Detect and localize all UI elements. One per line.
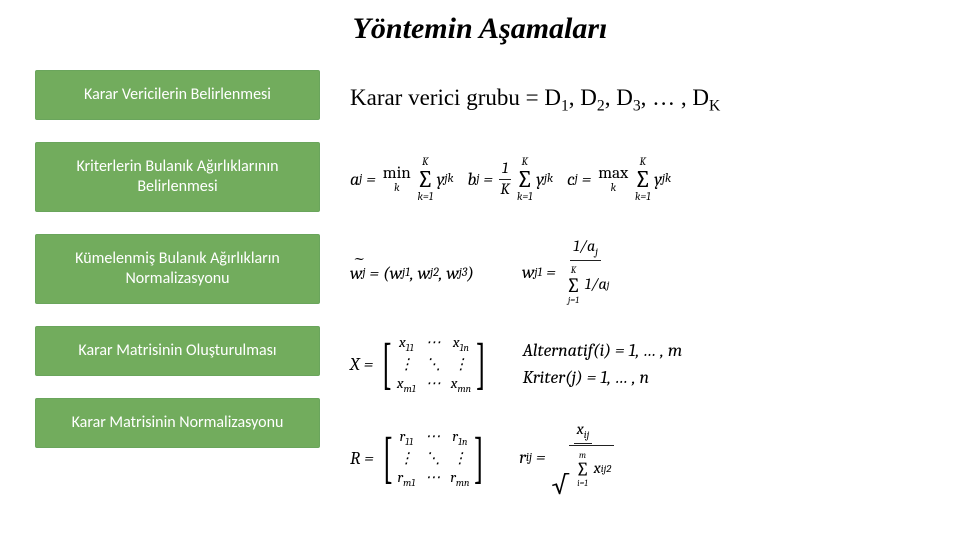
step-decision-matrix: Karar Matrisinin Oluşturulması xyxy=(35,326,320,376)
formulas-column: Karar verici grubu = D1, D2, D3, … , DK … xyxy=(320,70,950,506)
formula-decision-group: Karar verici grubu = D1, D2, D3, … , DK xyxy=(350,70,950,130)
dgroup-sub3: 3 xyxy=(633,97,641,114)
content-area: Karar Vericilerin Belirlenmesi Kriterler… xyxy=(0,70,960,506)
step-decision-makers: Karar Vericilerin Belirlenmesi xyxy=(35,70,320,120)
eq-X: X = [ x11⋯x1n ⋮⋱⋮ xm1⋯xmn ] xyxy=(350,333,491,395)
step-label: Karar Vericilerin Belirlenmesi xyxy=(84,85,271,104)
dgroup-ellipsis: … xyxy=(652,85,675,110)
eq-R: R = [ r11⋯r1n ⋮⋱⋮ rm1⋯rmn ] xyxy=(350,427,489,489)
eq-wtilde: wj = (wj1, wj2, wj3) xyxy=(350,263,474,284)
dgroup-sub1: 1 xyxy=(561,97,569,114)
step-label: Kriterlerin Bulanık Ağırlıklarının Belir… xyxy=(76,157,278,196)
formula-decision-matrix: X = [ x11⋯x1n ⋮⋱⋮ xm1⋯xmn ] Alternatif(i… xyxy=(350,318,950,410)
eq-aj: aj = mink K∑k=1 yjk xyxy=(350,156,454,202)
alt-label: Alternatif(i) = 1, … , m xyxy=(523,340,683,361)
step-label: Karar Matrisinin Oluşturulması xyxy=(78,341,276,360)
crit-label: Kriter(j) = 1, … , n xyxy=(523,367,649,388)
step-label: Karar Matrisinin Normalizasyonu xyxy=(72,413,284,432)
formula-normalization: R = [ r11⋯r1n ⋮⋱⋮ rm1⋯rmn ] rij = xij xyxy=(350,410,950,506)
dgroup-sub2: 2 xyxy=(597,97,605,114)
step-label: Kümelenmiş Bulanık Ağırlıkların Normaliz… xyxy=(75,249,280,288)
formula-fuzzy-weights: aj = mink K∑k=1 yjk bj = 1K K∑k=1 yjk cj… xyxy=(350,130,950,228)
step-matrix-normalization: Karar Matrisinin Normalizasyonu xyxy=(35,398,320,448)
step-criteria-weights: Kriterlerin Bulanık Ağırlıklarının Belir… xyxy=(35,142,320,212)
eq-cj: cj = maxk K∑k=1 yjk xyxy=(567,156,671,202)
steps-column: Karar Vericilerin Belirlenmesi Kriterler… xyxy=(35,70,320,506)
eq-bj: bj = 1K K∑k=1 yjk xyxy=(468,156,553,202)
page-title: Yöntemin Aşamaları xyxy=(0,12,960,46)
dgroup-subK: K xyxy=(709,97,720,114)
eq-rij: rij = xij √ m∑i=1 xij2 xyxy=(519,421,616,494)
step-weight-normalization: Kümelenmiş Bulanık Ağırlıkların Normaliz… xyxy=(35,234,320,304)
dgroup-prefix: Karar verici grubu = D xyxy=(350,85,561,110)
formula-normalized-weights: wj = (wj1, wj2, wj3) wj1 = 1/aj K∑j=1 1/… xyxy=(350,228,950,318)
eq-wj1: wj1 = 1/aj K∑j=1 1/aj xyxy=(522,238,611,307)
